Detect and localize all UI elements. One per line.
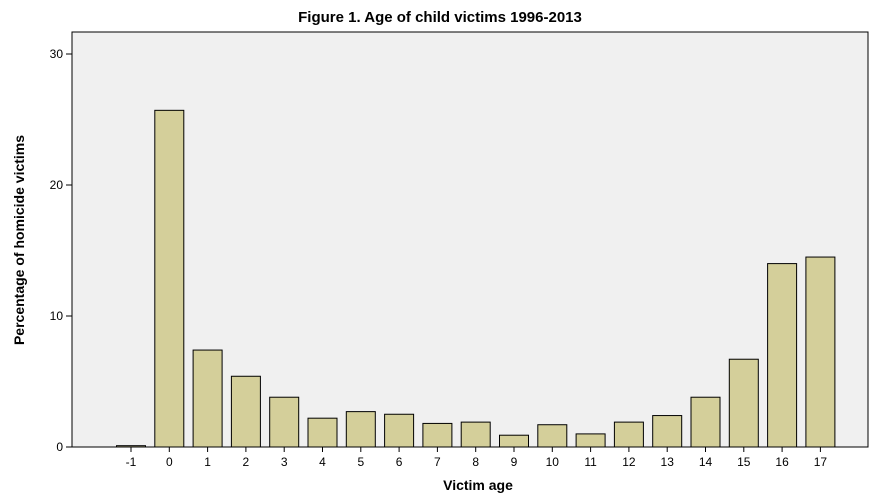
x-tick-label: 14 — [699, 455, 713, 469]
x-axis-label: Victim age — [443, 477, 513, 493]
bar-age-12 — [613, 421, 644, 448]
chart-title: Figure 1. Age of child victims 1996-2013 — [298, 9, 582, 26]
x-tick-label: 15 — [737, 455, 751, 469]
bar-age-11 — [575, 433, 606, 448]
x-tick-label: 8 — [472, 455, 479, 469]
bar-age-0 — [154, 109, 185, 448]
bar-age-9 — [499, 434, 529, 448]
x-tick-label: 5 — [357, 455, 364, 469]
x-tick-label: 17 — [814, 455, 828, 469]
x-tick-label: 0 — [166, 455, 173, 469]
bar-age-8 — [460, 421, 491, 448]
bar-age-2 — [230, 375, 261, 448]
bar-age-13 — [652, 415, 683, 448]
bar-age-4 — [307, 417, 338, 448]
x-tick-label: 7 — [434, 455, 441, 469]
bar-age--1 — [116, 445, 146, 448]
x-tick-label: 6 — [396, 455, 403, 469]
bar-age-1 — [192, 349, 223, 448]
x-tick-label: 13 — [661, 455, 675, 469]
bar-age-17 — [805, 256, 836, 448]
y-tick-label: 10 — [50, 309, 64, 323]
y-tick-label: 0 — [56, 440, 63, 454]
y-axis: 0 10 20 30 — [50, 47, 72, 454]
bar-age-15 — [728, 358, 759, 448]
y-tick-label: 30 — [50, 47, 64, 61]
x-tick-label: 11 — [584, 455, 597, 469]
x-tick-label: 16 — [775, 455, 789, 469]
y-tick-label: 20 — [50, 178, 64, 192]
x-tick-label: 1 — [204, 455, 211, 469]
x-tick-label: 9 — [511, 455, 518, 469]
x-tick-label: 2 — [243, 455, 250, 469]
x-tick-label: -1 — [126, 455, 137, 469]
x-tick-label: 4 — [319, 455, 326, 469]
bar-age-5 — [345, 411, 376, 448]
bar-age-16 — [767, 263, 798, 448]
bar-age-10 — [537, 424, 568, 448]
x-tick-label: 12 — [622, 455, 636, 469]
x-axis: -1 0 1 2 3 4 5 6 7 8 9 10 11 12 13 14 15 16 17 — [126, 447, 828, 469]
bar-age-14 — [690, 396, 721, 448]
x-tick-label: 3 — [281, 455, 288, 469]
bar-age-3 — [269, 396, 300, 448]
x-tick-label: 10 — [546, 455, 560, 469]
bar-age-7 — [422, 422, 453, 448]
y-axis-label: Percentage of homicide victims — [11, 135, 27, 345]
bar-age-6 — [384, 413, 415, 448]
